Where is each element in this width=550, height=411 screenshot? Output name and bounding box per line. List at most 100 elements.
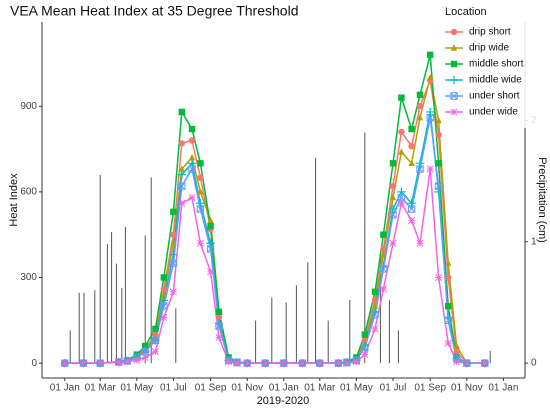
y-tick-label: 900: [20, 101, 37, 112]
data-point: [141, 353, 149, 361]
legend-label: drip short: [469, 27, 511, 38]
data-point: [435, 160, 442, 167]
data-point: [352, 358, 360, 366]
data-point: [123, 358, 131, 366]
data-point: [427, 51, 434, 59]
data-point: [207, 222, 214, 230]
x-tick-label: 01 May: [340, 383, 373, 394]
y-tick-label: 0: [31, 358, 37, 369]
data-point: [169, 259, 178, 267]
data-point: [170, 208, 177, 216]
data-point: [371, 310, 379, 319]
data-point: [416, 239, 424, 247]
legend-label: under short: [469, 91, 520, 102]
data-point: [389, 193, 397, 201]
data-point: [379, 285, 387, 293]
legend-label: drip wide: [469, 43, 509, 54]
data-point: [435, 116, 442, 124]
data-point: [371, 325, 379, 333]
data-point: [206, 245, 215, 253]
data-point: [152, 325, 159, 333]
data-point: [178, 108, 185, 116]
legend-label: middle short: [469, 59, 524, 70]
data-point: [444, 339, 452, 347]
x-tick-label: 01 May: [120, 383, 153, 394]
x-axis-title: 2019-2020: [257, 395, 310, 407]
data-point: [408, 125, 415, 133]
series-line: [64, 111, 485, 364]
data-point: [389, 239, 397, 247]
legend-swatch: [450, 92, 458, 100]
data-point: [169, 250, 178, 259]
data-point: [361, 331, 368, 338]
data-point: [197, 160, 204, 167]
data-point: [481, 359, 489, 367]
legend-background: [441, 4, 548, 128]
data-point: [379, 265, 388, 273]
data-point: [160, 302, 168, 310]
x-tick-label: 01 Jan: [50, 383, 80, 394]
legend-swatch: [450, 60, 458, 68]
data-point: [371, 302, 379, 309]
data-point: [188, 194, 196, 202]
x-tick-label: 01 Mar: [304, 383, 336, 394]
data-point: [316, 359, 324, 367]
legend-label: under wide: [469, 107, 518, 118]
data-point: [178, 165, 185, 172]
legend-title: Location: [445, 6, 487, 18]
data-point: [398, 148, 405, 155]
x-tick-label: 01 Jul: [380, 383, 407, 394]
y2-tick-label: 0: [531, 358, 537, 369]
data-point: [426, 113, 434, 122]
x-tick-label: 01 Sep: [414, 383, 446, 394]
data-point: [408, 142, 415, 150]
data-point: [160, 313, 168, 322]
data-point: [160, 290, 167, 298]
data-point: [170, 231, 177, 238]
data-point: [178, 182, 186, 190]
data-point: [334, 359, 342, 367]
legend-swatch: [449, 75, 459, 85]
data-point: [215, 314, 223, 321]
data-point: [380, 231, 387, 238]
data-point: [453, 348, 460, 355]
legend-swatch: [450, 28, 458, 36]
legend-label: middle wide: [469, 75, 522, 86]
data-point: [207, 268, 215, 276]
series-line: [64, 77, 485, 364]
data-point: [397, 199, 405, 207]
data-point: [151, 348, 159, 356]
data-point: [408, 216, 416, 224]
data-point: [453, 342, 460, 349]
data-point: [215, 308, 223, 315]
x-tick-label: 01 Jan: [488, 383, 518, 394]
data-point: [445, 302, 452, 310]
data-point: [197, 188, 204, 195]
data-point: [79, 359, 87, 367]
x-tick-label: 01 Jul: [160, 383, 187, 394]
data-point: [188, 137, 196, 144]
data-point: [188, 165, 196, 173]
y-tick-label: 300: [20, 272, 37, 283]
data-point: [178, 199, 186, 207]
data-point: [416, 113, 424, 121]
data-point: [215, 333, 223, 342]
data-point: [160, 274, 167, 281]
y2-axis-title: Precipitation (cm): [536, 157, 548, 243]
data-point: [343, 359, 351, 367]
data-point: [61, 359, 69, 367]
x-tick-label: 01 Mar: [85, 383, 117, 394]
data-point: [243, 359, 251, 367]
data-point: [169, 288, 177, 296]
data-point: [115, 358, 123, 366]
y-axis-title: Heat Index: [8, 173, 20, 227]
data-point: [361, 351, 369, 359]
data-point: [426, 165, 434, 173]
data-point: [177, 170, 186, 179]
data-point: [197, 174, 204, 181]
data-point: [434, 182, 443, 190]
data-point: [380, 245, 387, 253]
data-point: [151, 336, 160, 345]
data-point: [435, 131, 442, 138]
x-tick-label: 01 Nov: [451, 383, 483, 394]
